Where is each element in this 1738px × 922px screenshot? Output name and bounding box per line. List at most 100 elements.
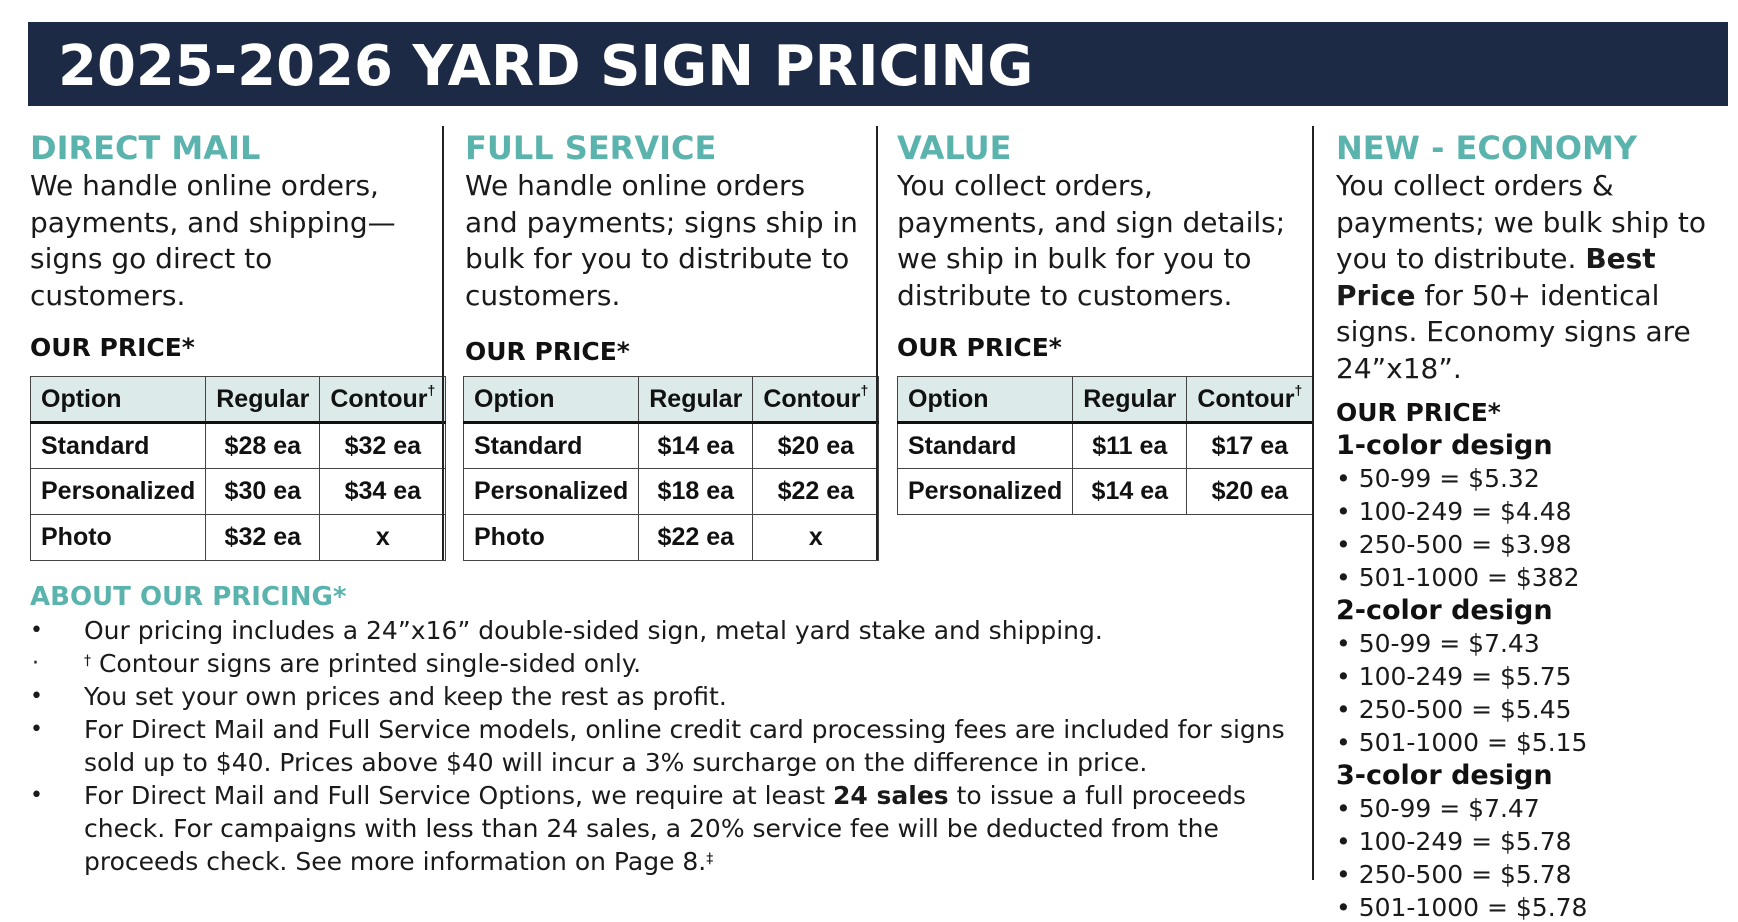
table-row: Standard $11 ea $17 ea	[896, 422, 1314, 469]
contour-price-cell: $20 ea	[752, 422, 880, 469]
header-regular: Regular	[205, 376, 321, 424]
list-item: • 50-99 = $5.32	[1336, 464, 1540, 493]
value-description: You collect orders, payments, and sign d…	[897, 169, 1286, 312]
list-item: • 100-249 = $5.75	[1336, 662, 1572, 691]
full-service-price-label: OUR PRICE*	[465, 337, 630, 366]
contour-price-cell: $32 ea	[319, 422, 447, 469]
contour-price-cell: $17 ea	[1186, 422, 1314, 469]
about-item-text: Contour signs are printed single-sided o…	[98, 649, 642, 678]
direct-mail-price-label: OUR PRICE*	[30, 333, 195, 362]
column-divider	[442, 126, 444, 560]
table-row: Standard $14 ea $20 ea	[462, 422, 880, 469]
option-cell: Personalized	[29, 468, 207, 515]
economy-heading: NEW - ECONOMY	[1336, 129, 1638, 167]
economy-description: You collect orders & payments; we bulk s…	[1336, 168, 1736, 387]
table-header-row: Option Regular Contour†	[896, 376, 1314, 424]
list-item: • 250-500 = $3.98	[1336, 530, 1572, 559]
contour-price-cell: x	[319, 514, 447, 561]
economy-desc-part2: for 50+ identical signs. Economy signs a…	[1336, 278, 1691, 385]
economy-group-1-color: 1-color design • 50-99 = $5.32 • 100-249…	[1336, 429, 1736, 594]
option-cell: Personalized	[896, 468, 1074, 515]
contour-price-cell: $22 ea	[752, 468, 880, 515]
full-service-heading: FULL SERVICE	[465, 129, 717, 167]
column-value: VALUE You collect orders, payments, and …	[897, 128, 1297, 314]
economy-group-3-color: 3-color design • 50-99 = $7.47 • 100-249…	[1336, 759, 1736, 922]
value-price-label: OUR PRICE*	[897, 333, 1062, 362]
header-contour: Contour†	[319, 376, 447, 424]
option-cell: Photo	[462, 514, 640, 561]
table-row: Personalized $14 ea $20 ea	[896, 468, 1314, 515]
column-divider	[1312, 126, 1314, 880]
regular-price-cell: $14 ea	[638, 422, 754, 469]
economy-desc-part1: You collect orders & payments; we bulk s…	[1336, 169, 1706, 275]
full-service-price-table: Option Regular Contour† Standard $14 ea …	[462, 376, 880, 561]
column-divider	[876, 126, 878, 560]
regular-price-cell: $18 ea	[638, 468, 754, 515]
option-cell: Standard	[896, 422, 1074, 469]
regular-price-cell: $14 ea	[1072, 468, 1188, 515]
header-contour-label: Contour	[763, 384, 861, 413]
dagger-mark: †	[427, 381, 436, 398]
group-title: 2-color design	[1336, 595, 1553, 626]
list-item: You set your own prices and keep the res…	[30, 680, 1310, 713]
table-header-row: Option Regular Contour†	[462, 376, 880, 424]
list-item: • 250-500 = $5.78	[1336, 860, 1572, 889]
list-item: • 501-1000 = $382	[1336, 563, 1580, 592]
about-pricing-list: Our pricing includes a 24”x16” double-si…	[30, 614, 1310, 878]
about-item-text: to issue a full proceeds check. For camp…	[84, 781, 1246, 876]
header-contour: Contour†	[752, 376, 880, 424]
economy-group-2-color: 2-color design • 50-99 = $7.43 • 100-249…	[1336, 594, 1736, 759]
header-option: Option	[29, 376, 207, 424]
list-item: • 250-500 = $5.45	[1336, 695, 1572, 724]
double-dagger-mark: ‡	[706, 851, 714, 867]
about-pricing-section: ABOUT OUR PRICING* Our pricing includes …	[30, 580, 1310, 878]
list-item: • 50-99 = $7.47	[1336, 794, 1540, 823]
option-cell: Standard	[462, 422, 640, 469]
list-item: Our pricing includes a 24”x16” double-si…	[30, 614, 1310, 647]
header-option: Option	[462, 376, 640, 424]
list-item: • 100-249 = $5.78	[1336, 827, 1572, 856]
table-row: Personalized $18 ea $22 ea	[462, 468, 880, 515]
list-item: • 501-1000 = $5.78	[1336, 893, 1588, 922]
table-row: Personalized $30 ea $34 ea	[29, 468, 447, 515]
option-cell: Personalized	[462, 468, 640, 515]
regular-price-cell: $22 ea	[638, 514, 754, 561]
about-item-bold: 24 sales	[833, 781, 949, 810]
contour-price-cell: $20 ea	[1186, 468, 1314, 515]
direct-mail-price-table: Option Regular Contour† Standard $28 ea …	[29, 376, 447, 561]
table-row: Photo $22 ea x	[462, 514, 880, 561]
option-cell: Standard	[29, 422, 207, 469]
dagger-mark: †	[1294, 381, 1303, 398]
list-item: For Direct Mail and Full Service Options…	[30, 779, 1310, 878]
contour-price-cell: x	[752, 514, 880, 561]
list-item: † Contour signs are printed single-sided…	[30, 647, 1310, 680]
dagger-mark: †	[84, 653, 91, 669]
direct-mail-heading: DIRECT MAIL	[30, 129, 261, 167]
group-title: 3-color design	[1336, 760, 1553, 791]
list-item: • 100-249 = $4.48	[1336, 497, 1572, 526]
header-regular: Regular	[1072, 376, 1188, 424]
list-item: • 501-1000 = $5.15	[1336, 728, 1588, 757]
page-title: 2025-2026 YARD SIGN PRICING	[58, 34, 1034, 99]
about-item-text: For Direct Mail and Full Service Options…	[84, 781, 826, 810]
about-pricing-heading: ABOUT OUR PRICING*	[30, 582, 347, 612]
header-regular: Regular	[638, 376, 754, 424]
regular-price-cell: $11 ea	[1072, 422, 1188, 469]
title-banner: 2025-2026 YARD SIGN PRICING	[28, 22, 1728, 106]
column-full-service: FULL SERVICE We handle online orders and…	[465, 128, 865, 314]
regular-price-cell: $32 ea	[205, 514, 321, 561]
header-contour-label: Contour	[330, 384, 428, 413]
column-economy: NEW - ECONOMY You collect orders & payme…	[1336, 128, 1736, 922]
direct-mail-description: We handle online orders, payments, and s…	[30, 169, 396, 312]
contour-price-cell: $34 ea	[319, 468, 447, 515]
list-item: For Direct Mail and Full Service models,…	[30, 713, 1310, 779]
table-row: Photo $32 ea x	[29, 514, 447, 561]
value-heading: VALUE	[897, 129, 1012, 167]
header-contour: Contour†	[1186, 376, 1314, 424]
table-row: Standard $28 ea $32 ea	[29, 422, 447, 469]
economy-desc-bold: Best Price	[1336, 242, 1656, 312]
table-header-row: Option Regular Contour†	[29, 376, 447, 424]
regular-price-cell: $28 ea	[205, 422, 321, 469]
list-item: • 50-99 = $7.43	[1336, 629, 1540, 658]
value-price-table: Option Regular Contour† Standard $11 ea …	[896, 376, 1314, 515]
